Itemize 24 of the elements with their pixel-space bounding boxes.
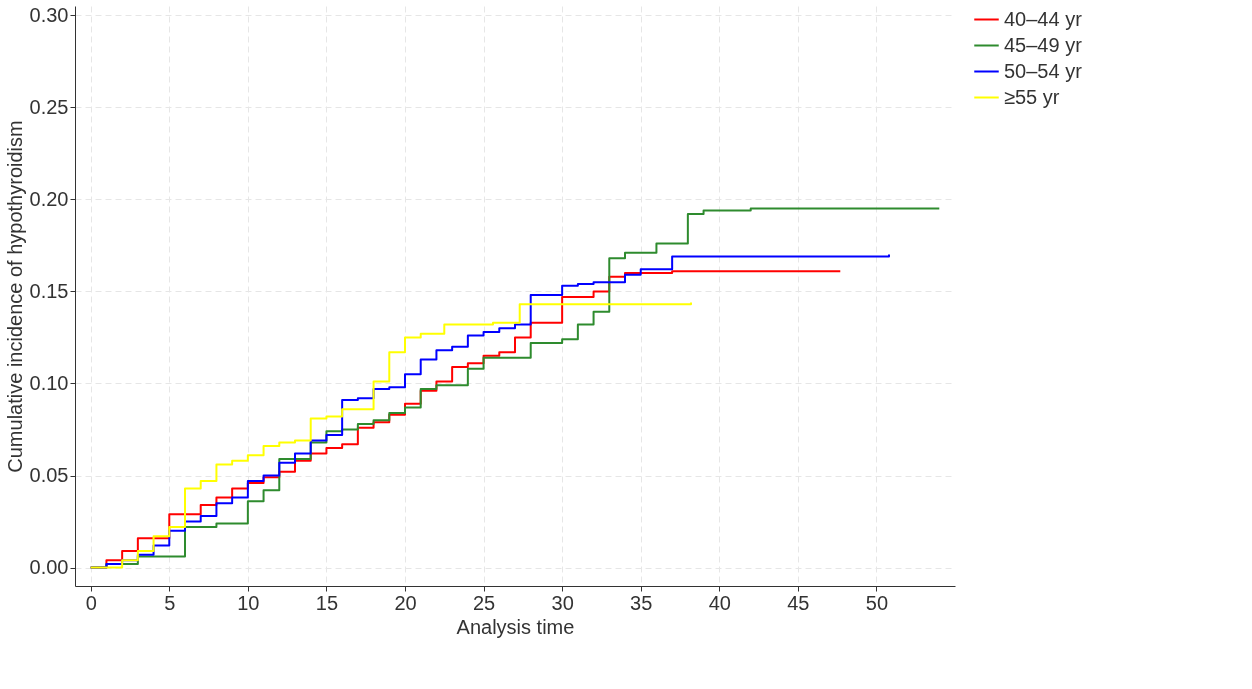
legend-label: ≥55 yr	[1004, 85, 1060, 108]
x-tick-label: 25	[472, 591, 496, 614]
x-tick-label: 50	[865, 591, 889, 614]
legend-label: 45–49 yr	[1004, 33, 1083, 56]
x-axis-title: Analysis time	[456, 615, 575, 638]
y-tick-label: 0.20	[29, 187, 69, 210]
y-tick-label: 0.10	[29, 371, 69, 394]
x-tick-label: 40	[708, 591, 731, 614]
legend-label: 50–54 yr	[1004, 59, 1083, 82]
x-tick-label: 45	[787, 591, 810, 614]
y-axis-title: Cumulative incidence of hypothyroidism	[3, 120, 26, 473]
x-tick-label: 5	[164, 591, 176, 614]
y-tick-label: 0.15	[29, 279, 69, 302]
x-tick-label: 30	[551, 591, 574, 614]
legend-label: 40–44 yr	[1004, 7, 1083, 30]
x-tick-label: 35	[630, 591, 653, 614]
x-tick-label: 15	[315, 591, 339, 614]
x-tick-label: 0	[85, 591, 97, 614]
x-tick-label: 10	[237, 591, 260, 614]
y-tick-label: 0.05	[29, 464, 69, 487]
x-tick-label: 20	[394, 591, 417, 614]
y-tick-label: 0.25	[29, 95, 69, 118]
y-tick-label: 0.00	[29, 556, 69, 579]
y-tick-label: 0.30	[29, 3, 69, 26]
